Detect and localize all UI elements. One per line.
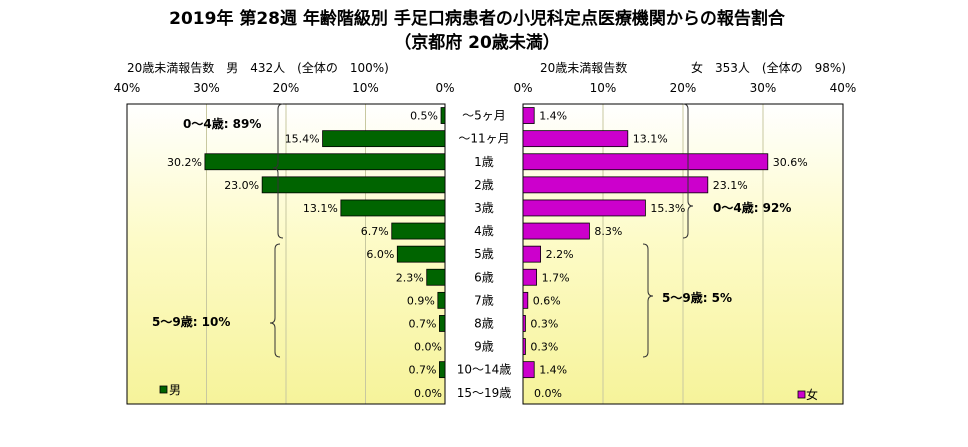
category-label: 5歳 xyxy=(474,247,494,261)
female-data-label: 23.1% xyxy=(713,179,748,192)
category-label: ～5ヶ月 xyxy=(462,109,506,123)
female-bar xyxy=(522,107,535,124)
chart-subtitle: （京都府 20歳未満） xyxy=(394,32,560,53)
female-data-label: 0.0% xyxy=(534,387,562,400)
annotation-female-0-4: 0～4歳: 92% xyxy=(713,200,791,215)
female-axis-tick-label: 10% xyxy=(590,81,617,95)
female-data-label: 30.6% xyxy=(773,156,808,169)
female-data-label: 8.3% xyxy=(594,225,622,238)
legend-male-label: 男 xyxy=(169,383,181,397)
category-label: 1歳 xyxy=(474,155,494,169)
female-data-label: 1.4% xyxy=(539,364,567,377)
male-axis-tick-label: 10% xyxy=(352,81,379,95)
category-label: 8歳 xyxy=(474,316,494,330)
female-data-label: 15.3% xyxy=(650,202,685,215)
female-header-total: 女 353人 (全体の 98%) xyxy=(691,60,846,75)
category-label: 7歳 xyxy=(474,293,494,307)
female-data-label: 2.2% xyxy=(546,248,574,261)
male-bar xyxy=(439,315,446,332)
female-data-label: 0.3% xyxy=(530,317,558,330)
female-data-label: 1.7% xyxy=(542,271,570,284)
female-data-label: 1.4% xyxy=(539,110,567,123)
male-bar xyxy=(322,130,446,148)
male-bar xyxy=(437,291,446,309)
male-data-label: 0.0% xyxy=(414,341,442,354)
female-bar xyxy=(522,315,526,332)
category-labels: ～5ヶ月 ～11ヶ月 1歳 2歳 3歳 4歳 5歳 6歳 7歳 8歳 9歳 10～14歳 15～19歳 xyxy=(457,109,512,400)
male-bar xyxy=(396,245,446,263)
annotation-female-5-9: 5～9歳: 5% xyxy=(662,290,732,305)
male-data-label: 6.0% xyxy=(366,248,394,261)
male-data-label: 0.0% xyxy=(414,387,442,400)
female-bar xyxy=(522,338,526,355)
category-label: 15～19歳 xyxy=(457,386,512,400)
female-bar xyxy=(522,153,769,171)
male-data-label: 13.1% xyxy=(303,202,338,215)
female-bar xyxy=(522,268,538,286)
female-axis-tick-label: 20% xyxy=(670,81,697,95)
male-bracket-0-4 xyxy=(272,103,284,239)
female-axis-tick-label: 30% xyxy=(750,81,777,95)
male-header: 20歳未満報告数 男 432人 (全体の 100%) xyxy=(127,60,389,75)
male-bar xyxy=(204,153,446,171)
category-label: 6歳 xyxy=(474,270,494,284)
data-labels: 0.5% 1.4% 15.4% 13.1% 30.2% 30.6% 23.0% 23.1% 13… xyxy=(167,110,808,400)
male-data-label: 0.9% xyxy=(407,294,435,307)
female-bracket-5-9 xyxy=(642,243,654,358)
male-data-label: 0.7% xyxy=(408,364,436,377)
category-label: 3歳 xyxy=(474,201,494,215)
male-data-label: 0.5% xyxy=(410,110,438,123)
male-data-label: 6.7% xyxy=(361,225,389,238)
female-bar xyxy=(522,199,646,217)
female-header-count-label: 20歳未満報告数 xyxy=(540,60,627,75)
male-data-label: 0.7% xyxy=(408,317,436,330)
female-data-label: 13.1% xyxy=(633,133,668,146)
female-bar xyxy=(522,291,529,309)
female-bar xyxy=(522,176,709,194)
male-bar xyxy=(439,361,446,379)
male-axis-tick-label: 20% xyxy=(273,81,300,95)
male-axis-tick-label: 30% xyxy=(193,81,220,95)
male-data-label: 23.0% xyxy=(224,179,259,192)
female-axis-tick-label: 0% xyxy=(513,81,532,95)
legend-male-swatch xyxy=(159,385,168,394)
chart-title: 2019年 第28週 年齢階級別 手足口病患者の小児科定点医療機関からの報告割合 xyxy=(169,8,786,29)
category-label: 4歳 xyxy=(474,224,494,238)
legend-female-swatch xyxy=(797,390,806,399)
annotation-male-5-9: 5～9歳: 10% xyxy=(152,314,230,329)
annotation-male-0-4: 0～4歳: 89% xyxy=(183,116,261,131)
male-data-label: 15.4% xyxy=(285,133,320,146)
female-axis-tick-label: 40% xyxy=(830,81,857,95)
male-bar xyxy=(340,199,446,217)
male-axis-tick-label: 0% xyxy=(435,81,454,95)
male-bar xyxy=(426,268,446,286)
bars xyxy=(204,107,769,379)
female-bar xyxy=(522,361,535,379)
female-bar xyxy=(522,245,542,263)
male-bar xyxy=(440,107,446,124)
category-label: ～11ヶ月 xyxy=(458,132,509,146)
legend-female-label: 女 xyxy=(806,387,818,402)
female-bar xyxy=(522,222,590,240)
female-bar xyxy=(522,130,629,148)
category-label: 10～14歳 xyxy=(457,363,512,377)
female-data-label: 0.3% xyxy=(530,341,558,354)
female-data-label: 0.6% xyxy=(533,294,561,307)
male-bracket-5-9 xyxy=(269,243,281,358)
male-data-label: 30.2% xyxy=(167,156,202,169)
category-label: 2歳 xyxy=(474,178,494,192)
category-label: 9歳 xyxy=(474,340,494,354)
male-bar xyxy=(391,222,446,240)
male-axis-tick-label: 40% xyxy=(114,81,141,95)
female-bracket-0-4 xyxy=(682,103,694,239)
axis-ticks: 40% 30% 20% 10% 0% 0% 10% 20% 30% 40% xyxy=(114,81,857,95)
male-bar xyxy=(261,176,446,194)
male-data-label: 2.3% xyxy=(396,271,424,284)
